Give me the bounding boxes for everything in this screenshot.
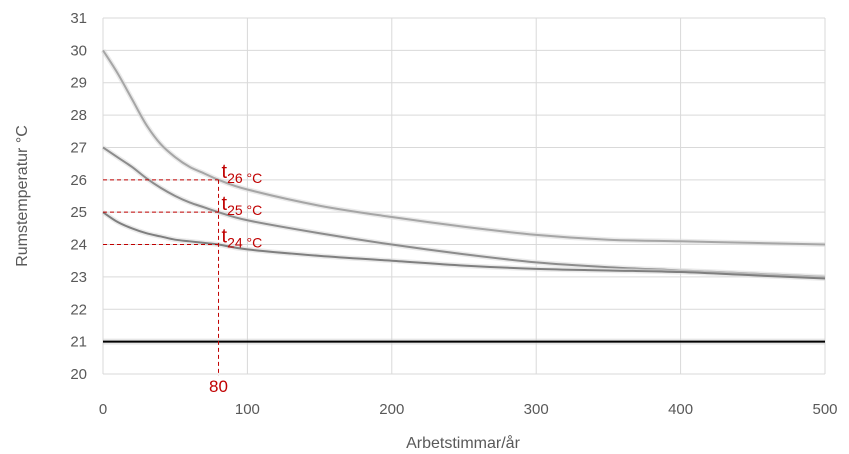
y-tick-label: 20 [70, 366, 87, 383]
y-tick-label: 27 [70, 139, 87, 156]
annotations: t26 °C t25 °C t24 °C 80 [103, 161, 262, 396]
series-line-1 [102, 49, 826, 246]
y-tick-label: 25 [70, 204, 87, 221]
x-tick-label: 200 [379, 401, 404, 418]
series-line-2 [102, 146, 826, 278]
y-tick-label: 24 [70, 237, 87, 254]
series-line-3 [102, 211, 826, 280]
y-tick-label: 23 [70, 269, 87, 286]
y-tick-label: 31 [70, 10, 87, 27]
series-line-shadow [101, 210, 826, 282]
tick-labels: 20 21 22 23 24 25 26 27 28 29 30 31 0 100 200 300 400 500 [70, 10, 837, 418]
x-axis-label: Arbetstimmar/år [406, 434, 520, 452]
x-tick-label: 500 [812, 401, 837, 418]
y-tick-label: 26 [70, 172, 87, 189]
grid-lines [102, 17, 826, 375]
y-tick-label: 22 [70, 301, 87, 318]
annotation-label: t25 °C [222, 193, 263, 218]
x-tick-label: 400 [668, 401, 693, 418]
x-tick-label: 100 [235, 401, 260, 418]
x-tick-label: 300 [524, 401, 549, 418]
y-tick-label: 28 [70, 107, 87, 124]
y-tick-label: 29 [70, 75, 87, 92]
x-tick-label: 0 [99, 401, 107, 418]
annotation-vline-label: 80 [209, 377, 228, 396]
y-tick-label: 21 [70, 334, 87, 351]
y-tick-label: 30 [70, 42, 87, 59]
annotation-label: t24 °C [222, 226, 263, 251]
annotation-label: t26 °C [222, 161, 263, 186]
series-lines [100, 49, 826, 345]
y-axis-label: Rumstemperatur °C [14, 125, 31, 267]
